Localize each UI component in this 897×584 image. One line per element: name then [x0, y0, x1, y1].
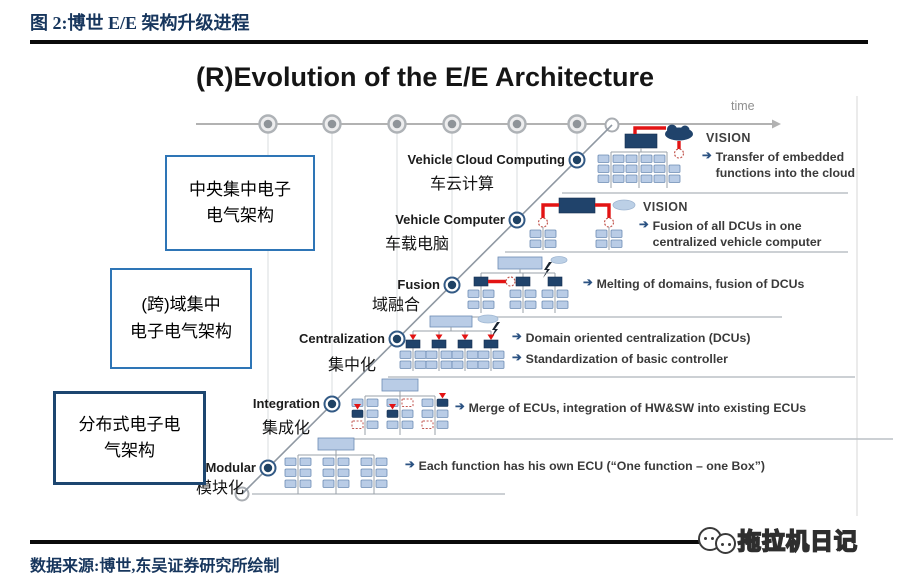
source-note: 数据来源:博世,东吴证券研究所绘制: [30, 558, 280, 575]
stage-label-zh-integration: 集成化: [262, 420, 311, 437]
stage-dot-vehicle-cloud: [568, 151, 586, 169]
cluster-modular: [284, 437, 388, 494]
stage-dot-modular: [259, 459, 277, 477]
stage-bullet: ➔ Domain oriented centralization (DCUs): [512, 330, 857, 346]
dashed-circle-icon: [673, 148, 685, 159]
arrow-icon: ➔: [512, 331, 522, 343]
bullet-text: Domain oriented centralization (DCUs): [525, 331, 751, 345]
stage-label-zh-modular: 模块化: [196, 480, 245, 497]
stage-label-vehicle-computer: Vehicle Computer: [395, 212, 505, 227]
bullet-text: Fusion of all DCUs in one centralized ve…: [652, 219, 822, 250]
bullet-text: Each function has his own ECU (“One func…: [418, 459, 766, 473]
cloud-icon: [612, 199, 636, 211]
arch-box-line: 电气架构: [206, 206, 274, 225]
arrow-icon: ➔: [512, 352, 522, 364]
slide-edge: [856, 96, 858, 516]
stage-bullet: ➔ Each function has his own ECU (“One fu…: [405, 458, 875, 474]
evolution-diagonal: [241, 124, 613, 495]
time-axis-label: time: [731, 99, 755, 113]
watermark-text: 拖拉机日记: [737, 527, 858, 555]
stage-label-fusion: Fusion: [397, 277, 440, 292]
red-link: [633, 126, 681, 149]
stage-dot-centralization: [388, 330, 406, 348]
figure-title: 图 2:博世 E/E 架构升级进程: [30, 13, 250, 33]
stage-label-vehicle-cloud: Vehicle Cloud Computing: [407, 152, 565, 167]
dashed-circle-icon: [603, 217, 615, 228]
vehicle-computer-box: [558, 197, 596, 214]
arrow-icon: ➔: [455, 401, 465, 413]
dashed-circle-icon: [505, 276, 516, 287]
cluster-fusion: [467, 256, 569, 313]
arch-box-line: 气架构: [104, 441, 155, 460]
arch-box-line: 分布式电子电: [78, 414, 181, 434]
arrow-icon: ➔: [405, 459, 415, 471]
vision-heading: VISION: [643, 200, 688, 214]
stage-bullet: ➔ Melting of domains, fusion of DCUs: [583, 276, 883, 292]
stage-label-modular: Modular: [205, 460, 256, 475]
cloud-icon: [477, 314, 499, 324]
arch-box-domain: (跨)域集中 电子电气架构: [110, 268, 252, 369]
timeline-drop-lines: [267, 133, 578, 459]
stage-label-zh-vehicle-computer: 车载电脑: [385, 236, 450, 253]
vehicle-computer-box: [624, 133, 658, 149]
arch-box-central: 中央集中电子 电气架构: [165, 155, 315, 251]
bullet-text: Melting of domains, fusion of DCUs: [596, 277, 805, 291]
stage-dots: [259, 151, 586, 477]
top-rule: [30, 40, 868, 44]
bullet-text: Standardization of basic controller: [525, 352, 728, 366]
lightning-icon: [543, 262, 552, 278]
arch-box-line: 电子电气架构: [130, 321, 232, 341]
arrow-icon: ➔: [639, 219, 649, 231]
stage-label-zh-fusion: 域融合: [372, 297, 421, 314]
cluster-vehicle-cloud: [597, 124, 693, 188]
dashed-circle-icon: [537, 217, 549, 228]
watermark: 拖拉机日记: [698, 522, 858, 556]
stage-label-zh-vehicle-cloud: 车云计算: [430, 176, 495, 193]
timeline: [196, 114, 781, 134]
time-arrow-icon: [772, 119, 781, 129]
stage-label-centralization: Centralization: [299, 331, 385, 346]
cloud-icon: [550, 256, 568, 264]
arrow-icon: ➔: [583, 277, 593, 289]
red-link: [541, 203, 611, 218]
bullet-text: Transfer of embedded functions into the …: [715, 150, 855, 181]
stage-bullet: ➔ Merge of ECUs, integration of HW&SW in…: [455, 400, 895, 416]
stage-bullet: ➔ Transfer of embedded functions into th…: [702, 149, 874, 181]
cluster-centralization: [399, 314, 505, 371]
stage-label-integration: Integration: [252, 396, 320, 411]
stage-dot-vehicle-computer: [508, 211, 526, 229]
chat-bubble-icon: [715, 532, 736, 554]
diagram-title: (R)Evolution of the E/E Architecture: [195, 62, 655, 92]
stage-separator-lines: [252, 192, 893, 495]
stage-dot-integration: [323, 395, 341, 413]
bottom-rule: [30, 540, 720, 544]
cluster-integration: [351, 378, 449, 435]
stage-label-zh-centralization: 集中化: [328, 357, 377, 374]
arch-box-line: (跨)域集中: [141, 295, 221, 315]
bullet-text: Merge of ECUs, integration of HW&SW into…: [468, 401, 807, 415]
cluster-vehicle-computer: [529, 197, 636, 250]
arrow-icon: ➔: [702, 150, 712, 162]
stage-dot-fusion: [443, 276, 461, 294]
lightning-icon: [491, 322, 500, 338]
vision-heading: VISION: [706, 131, 751, 145]
arch-box-distributed: 分布式电子电 气架构: [53, 391, 206, 485]
stage-bullet: ➔ Standardization of basic controller: [512, 351, 857, 367]
arch-box-line: 中央集中电子: [189, 179, 291, 199]
stage-bullet: ➔ Fusion of all DCUs in one centralized …: [639, 218, 854, 250]
